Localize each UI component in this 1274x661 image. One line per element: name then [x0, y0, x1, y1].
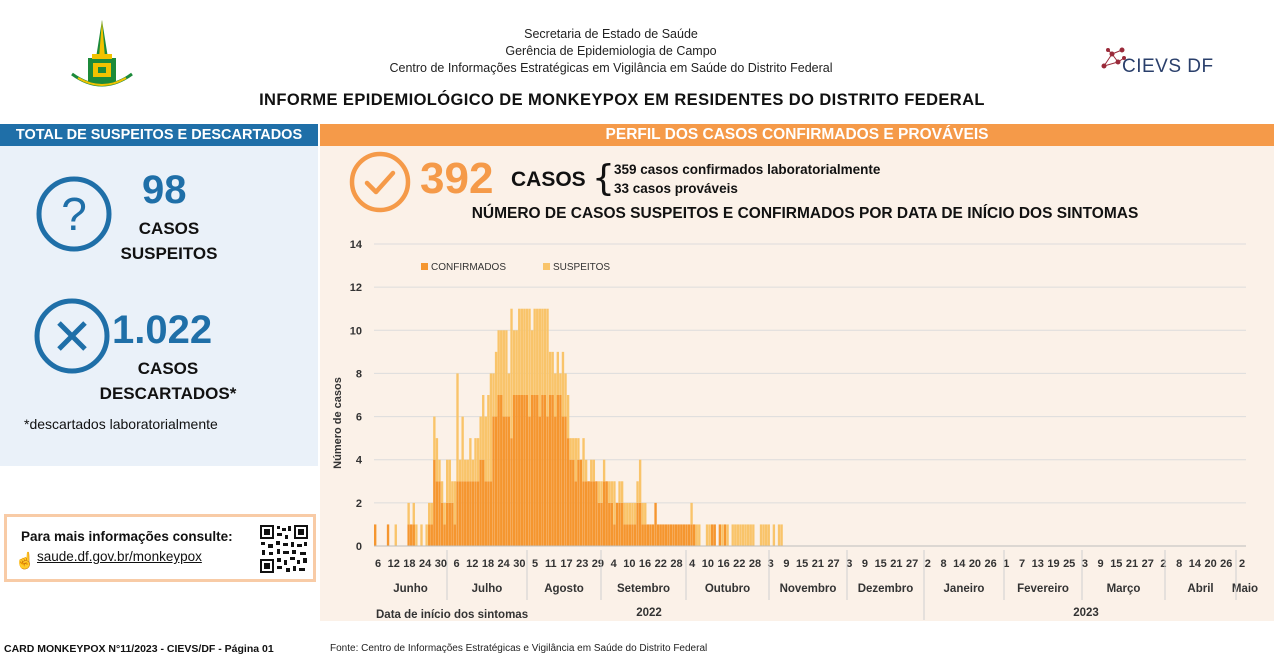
page-title: INFORME EPIDEMIOLÓGICO DE MONKEYPOX EM R…	[259, 91, 985, 109]
header-line-2: Gerência de Epidemiologia de Campo	[505, 44, 717, 58]
left-section-title: TOTAL DE SUSPEITOS E DESCARTADOS	[0, 124, 318, 146]
source-footer: Fonte: Centro de Informações Estratégica…	[330, 643, 708, 654]
cases-value: 392	[420, 154, 494, 203]
cases-label: CASOS	[511, 168, 586, 191]
hand-pointer-icon: ☝	[15, 553, 35, 570]
probable-text: 33 casos prováveis	[614, 181, 738, 196]
info-link[interactable]: saude.df.gov.br/monkeypox	[37, 549, 202, 564]
question-circle-icon: ?	[36, 176, 112, 252]
chart-title: NÚMERO DE CASOS SUSPEITOS E CONFIRMADOS …	[471, 205, 1139, 222]
header-line-3: Centro de Informações Estratégicas em Vi…	[389, 61, 833, 75]
svg-text:?: ?	[61, 188, 87, 240]
suspects-label: CASOS SUSPEITOS	[104, 216, 234, 266]
cievs-logo: CIEVS DF	[1098, 42, 1218, 82]
left-panel: ? 98 CASOS SUSPEITOS 1.022 CASOS DESCART…	[0, 146, 318, 466]
header-lines: Secretaria de Estado de Saúde Gerência d…	[300, 26, 922, 77]
header-line-1: Secretaria de Estado de Saúde	[524, 27, 698, 41]
discarded-label-line2: DESCARTADOS*	[99, 384, 237, 403]
right-section-title: PERFIL DOS CASOS CONFIRMADOS E PROVÁVEIS	[320, 124, 1274, 146]
discarded-footnote: *descartados laboratorialmente	[24, 416, 218, 432]
info-box: Para mais informações consulte: ☝ saude.…	[4, 514, 316, 582]
card-footer: CARD MONKEYPOX N°11/2023 - CIEVS/DF - Pá…	[4, 643, 274, 655]
cievs-logo-text: CIEVS DF	[1122, 56, 1214, 77]
x-circle-icon	[34, 298, 110, 374]
check-circle-icon	[349, 151, 411, 213]
discarded-value: 1.022	[112, 308, 213, 352]
suspects-label-line2: SUSPEITOS	[120, 244, 218, 263]
info-title: Para mais informações consulte:	[21, 529, 233, 544]
qr-code-icon[interactable]	[259, 524, 309, 574]
suspects-label-line1: CASOS	[138, 219, 200, 238]
discarded-label: CASOS DESCARTADOS*	[88, 356, 248, 406]
suspects-value: 98	[142, 168, 187, 212]
confirmed-text: 359 casos confirmados laboratorialmente	[614, 162, 881, 177]
discarded-label-line1: CASOS	[137, 359, 199, 378]
cievs-network-icon	[1101, 47, 1126, 69]
gdf-logo	[68, 18, 136, 92]
brace-icon: {	[592, 158, 615, 199]
